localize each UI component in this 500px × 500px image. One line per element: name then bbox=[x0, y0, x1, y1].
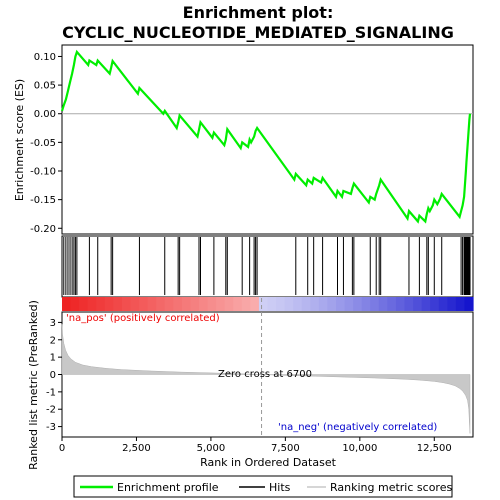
x-tick-label: 2,500 bbox=[122, 443, 151, 454]
es-tick-label: -0.20 bbox=[30, 224, 56, 235]
metric-tick-label: 0 bbox=[50, 370, 56, 381]
color-bar-segment bbox=[353, 297, 363, 311]
metric-y-axis-label: Ranked list metric (PreRanked) bbox=[27, 300, 40, 470]
metric-tick-label: 2 bbox=[50, 335, 56, 346]
color-bar-segment bbox=[207, 297, 217, 311]
x-tick-label: 10,000 bbox=[342, 443, 377, 454]
ranking-metric-area bbox=[61, 324, 471, 434]
color-bar-segment bbox=[70, 297, 80, 311]
es-tick-label: -0.10 bbox=[30, 167, 56, 178]
color-bar-segment bbox=[310, 297, 320, 311]
color-bar-segment bbox=[87, 297, 97, 311]
color-bar-segment bbox=[113, 297, 123, 311]
color-bar-segment bbox=[293, 297, 303, 311]
color-bar-segment bbox=[336, 297, 346, 311]
color-bar-segment bbox=[190, 297, 200, 311]
color-bar-segment bbox=[216, 297, 226, 311]
color-bar-segment bbox=[258, 297, 269, 311]
legend-metric-label: Ranking metric scores bbox=[330, 481, 452, 494]
color-bar-segment bbox=[430, 297, 440, 311]
metric-axis: 3 2 1 0 -1 -2 -3 bbox=[46, 318, 62, 433]
color-bar-segment bbox=[121, 297, 132, 311]
enrichment-profile-line bbox=[60, 49, 472, 224]
color-bar-segment bbox=[413, 297, 423, 311]
color-bar-segment bbox=[464, 297, 474, 311]
es-tick-label: -0.15 bbox=[30, 195, 56, 206]
color-bar-segment bbox=[327, 297, 337, 311]
color-bar-segment bbox=[62, 297, 72, 311]
es-tick-label: 0.00 bbox=[34, 109, 56, 120]
color-bar-segment bbox=[276, 297, 286, 311]
es-panel bbox=[61, 44, 474, 235]
color-bar-segment bbox=[233, 297, 243, 311]
color-bar-segment bbox=[395, 297, 406, 311]
color-bar-segment bbox=[378, 297, 388, 311]
x-tick-label: 12,500 bbox=[417, 443, 452, 454]
pos-correlated-label: 'na_pos' (positively correlated) bbox=[66, 313, 220, 324]
color-bar-segment bbox=[164, 297, 174, 311]
legend-hits-label: Hits bbox=[269, 481, 291, 494]
color-bar-segment bbox=[104, 297, 114, 311]
color-bar-segment bbox=[199, 297, 209, 311]
metric-tick-label: 3 bbox=[50, 318, 56, 329]
color-bar-segment bbox=[284, 297, 294, 311]
color-bar-segment bbox=[181, 297, 192, 311]
color-bar-segment bbox=[318, 297, 329, 311]
color-bar-segment bbox=[267, 297, 277, 311]
color-bar-segment bbox=[404, 297, 414, 311]
es-tick-label: 0.10 bbox=[34, 52, 56, 63]
legend-profile-label: Enrichment profile bbox=[117, 481, 219, 494]
color-bar-segment bbox=[421, 297, 431, 311]
color-bar-segment bbox=[250, 297, 260, 311]
color-bar-segment bbox=[438, 297, 448, 311]
color-bar-segment bbox=[447, 297, 457, 311]
metric-tick-label: -1 bbox=[46, 387, 56, 398]
hits-panel bbox=[61, 235, 474, 298]
metric-tick-label: -2 bbox=[46, 405, 56, 416]
chart-title-line2: CYCLIC_NUCLEOTIDE_MEDIATED_SIGNALING bbox=[62, 23, 454, 42]
color-bar-segment bbox=[147, 297, 157, 311]
x-tick-label: 0 bbox=[59, 443, 65, 454]
x-tick-label: 5,000 bbox=[197, 443, 226, 454]
x-axis: 0 2,500 5,000 7,500 10,000 12,500 bbox=[59, 437, 452, 454]
es-tick-label: -0.05 bbox=[30, 138, 56, 149]
color-bar-segment bbox=[241, 297, 251, 311]
color-bar-segment bbox=[361, 297, 371, 311]
color-bar-segment bbox=[96, 297, 106, 311]
chart-title-line1: Enrichment plot: bbox=[183, 3, 334, 22]
color-bar-segment bbox=[79, 297, 89, 311]
color-bar-segment bbox=[156, 297, 166, 311]
zero-cross-label: Zero cross at 6700 bbox=[218, 369, 312, 380]
es-axis: 0.10 0.05 0.00 -0.05 -0.10 -0.15 -0.20 bbox=[30, 52, 62, 235]
color-bar-segment bbox=[224, 297, 234, 311]
hit-marks bbox=[63, 237, 471, 295]
neg-correlated-label: 'na_neg' (negatively correlated) bbox=[278, 422, 437, 433]
color-bar-segment bbox=[173, 297, 183, 311]
color-bar-segment bbox=[455, 297, 466, 311]
es-y-axis-label: Enrichment score (ES) bbox=[13, 79, 26, 201]
x-tick-label: 7,500 bbox=[271, 443, 300, 454]
es-tick-label: 0.05 bbox=[34, 81, 56, 92]
color-bar-segment bbox=[139, 297, 149, 311]
metric-tick-label: -3 bbox=[46, 422, 56, 433]
x-axis-label: Rank in Ordered Dataset bbox=[200, 456, 337, 469]
metric-tick-label: 1 bbox=[50, 353, 56, 364]
color-bar-segment bbox=[370, 297, 380, 311]
color-bar-segment bbox=[130, 297, 140, 311]
color-bar-segment bbox=[301, 297, 311, 311]
rank-color-bar bbox=[62, 297, 474, 311]
color-bar-segment bbox=[344, 297, 354, 311]
color-bar-segment bbox=[387, 297, 397, 311]
